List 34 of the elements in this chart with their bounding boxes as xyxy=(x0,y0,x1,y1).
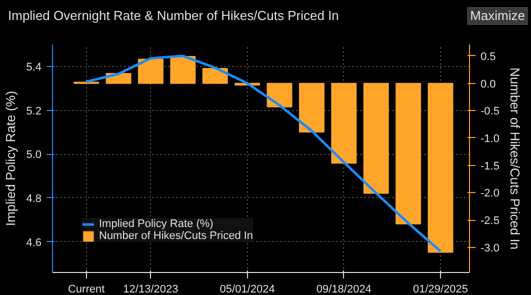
bar xyxy=(202,68,228,84)
x-tick-label: 01/29/2025 xyxy=(412,284,468,295)
bar xyxy=(266,82,292,108)
bar xyxy=(396,82,422,224)
bar xyxy=(428,82,454,253)
y2-tick-label: -3.0 xyxy=(480,242,500,254)
x-tick-label: Current xyxy=(68,284,105,295)
y-tick-label: 5.4 xyxy=(26,61,42,74)
y2-tick-label: 0.0 xyxy=(480,78,496,90)
bar xyxy=(298,82,324,132)
y-tick-label: 5.2 xyxy=(26,105,42,118)
y2-tick-label: -0.5 xyxy=(480,106,500,118)
y-tick-label: 4.6 xyxy=(26,236,42,249)
line-series xyxy=(85,54,442,252)
text: Maximize xyxy=(467,7,528,25)
bar xyxy=(138,58,164,84)
y2-tick-label: 0.5 xyxy=(480,50,496,63)
x-tick-label: 09/18/2024 xyxy=(316,284,372,295)
y2-tick-label: -2.5 xyxy=(480,215,500,228)
bar xyxy=(363,82,389,194)
legend-label: Number of Hikes/Cuts Priced In xyxy=(99,230,254,242)
x-tick-label: 12/13/2023 xyxy=(123,284,178,295)
y-tick-label: 4.8 xyxy=(26,192,42,205)
x-tick-label: 05/01/2024 xyxy=(220,284,275,295)
y2-axis-title: Number of Hikes/Cuts Priced In xyxy=(507,67,522,250)
y-axis-title: Implied Policy Rate (%) xyxy=(3,90,18,226)
y2-tick-label: -1.5 xyxy=(480,160,500,172)
y-tick-label: 5.0 xyxy=(26,149,42,162)
bar xyxy=(331,82,357,164)
legend-label: Implied Policy Rate (%) xyxy=(99,218,214,230)
y2-tick-label: -2.0 xyxy=(480,188,500,200)
chart-title: Implied Overnight Rate & Number of Hikes/Cuts Priced In xyxy=(8,7,339,25)
bar xyxy=(170,56,196,84)
y2-tick-label: -1.0 xyxy=(480,132,500,145)
